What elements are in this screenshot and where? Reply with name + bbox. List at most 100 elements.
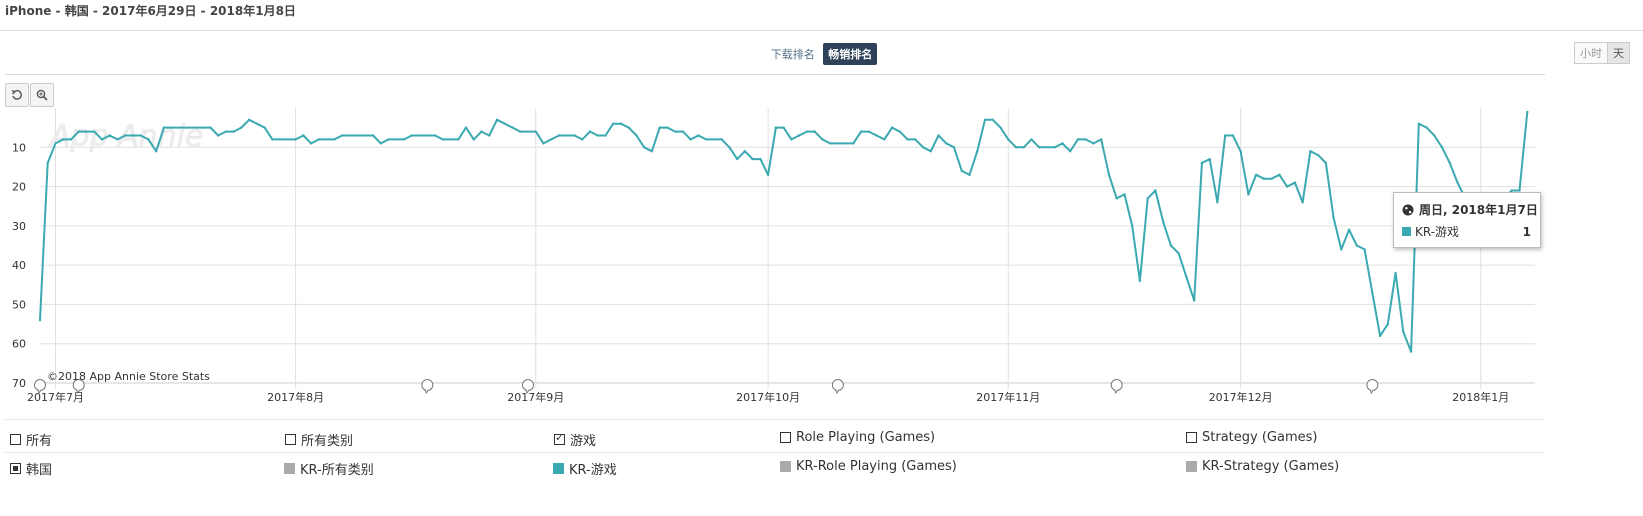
- data-point[interactable]: [1084, 138, 1087, 141]
- data-point[interactable]: [170, 126, 173, 129]
- data-point[interactable]: [976, 150, 979, 153]
- event-marker-icon[interactable]: [522, 379, 535, 395]
- data-point[interactable]: [1216, 201, 1219, 204]
- data-point[interactable]: [797, 134, 801, 137]
- data-point[interactable]: [1076, 138, 1080, 141]
- data-point[interactable]: [1363, 248, 1366, 251]
- data-point[interactable]: [782, 126, 785, 129]
- data-point[interactable]: [1092, 142, 1095, 145]
- checkbox[interactable]: [780, 432, 791, 443]
- legend-item-role-playing[interactable]: Role Playing (Games): [780, 430, 935, 445]
- data-point[interactable]: [697, 134, 700, 137]
- data-point[interactable]: [1386, 322, 1390, 326]
- data-point[interactable]: [542, 142, 545, 145]
- day-button[interactable]: 天: [1608, 42, 1630, 64]
- data-point[interactable]: [54, 142, 57, 145]
- data-point[interactable]: [217, 134, 220, 137]
- data-point[interactable]: [550, 138, 553, 141]
- data-point[interactable]: [867, 130, 870, 133]
- data-point[interactable]: [813, 130, 816, 133]
- data-point[interactable]: [38, 318, 42, 322]
- data-point[interactable]: [929, 150, 932, 153]
- data-point[interactable]: [790, 138, 793, 141]
- data-point[interactable]: [635, 134, 638, 137]
- legend-item-all[interactable]: 所有: [10, 430, 52, 449]
- legend-series-kr-all[interactable]: KR-所有类别: [284, 459, 374, 478]
- data-point[interactable]: [960, 169, 963, 173]
- data-point[interactable]: [1239, 150, 1242, 153]
- data-point[interactable]: [1316, 153, 1320, 157]
- data-point[interactable]: [387, 138, 390, 141]
- data-point[interactable]: [736, 157, 739, 161]
- data-point[interactable]: [488, 134, 491, 137]
- legend-item-games[interactable]: 游戏: [554, 430, 596, 449]
- legend-item-korea[interactable]: 韩国: [10, 459, 52, 478]
- data-point[interactable]: [340, 134, 344, 137]
- data-point[interactable]: [828, 142, 832, 145]
- data-point[interactable]: [650, 150, 654, 153]
- data-point[interactable]: [1247, 193, 1250, 196]
- data-point[interactable]: [743, 150, 747, 153]
- data-point[interactable]: [1162, 220, 1165, 224]
- data-point[interactable]: [983, 118, 987, 122]
- data-point[interactable]: [681, 130, 685, 133]
- data-point[interactable]: [271, 138, 274, 141]
- data-point[interactable]: [116, 138, 119, 141]
- data-point[interactable]: [1200, 161, 1204, 165]
- data-point[interactable]: [1433, 134, 1436, 137]
- event-marker-icon[interactable]: [831, 379, 844, 395]
- data-point[interactable]: [1030, 138, 1033, 141]
- data-point[interactable]: [333, 138, 336, 141]
- data-point[interactable]: [774, 126, 778, 129]
- data-point[interactable]: [859, 130, 863, 133]
- event-marker-icon[interactable]: [34, 379, 46, 395]
- data-point[interactable]: [433, 134, 437, 137]
- data-point[interactable]: [604, 134, 607, 137]
- data-point[interactable]: [495, 118, 499, 122]
- data-point[interactable]: [728, 146, 731, 149]
- checkbox[interactable]: [10, 434, 21, 445]
- data-point[interactable]: [1526, 110, 1529, 114]
- reset-zoom-button[interactable]: [5, 83, 29, 107]
- data-point[interactable]: [1425, 126, 1428, 129]
- data-point[interactable]: [1347, 228, 1351, 231]
- legend-series-kr-strategy[interactable]: KR-Strategy (Games): [1186, 459, 1339, 474]
- data-point[interactable]: [705, 138, 708, 141]
- data-point[interactable]: [1409, 350, 1413, 353]
- data-point[interactable]: [596, 134, 599, 137]
- data-point[interactable]: [852, 142, 855, 145]
- data-point[interactable]: [759, 157, 762, 161]
- data-point[interactable]: [1378, 334, 1382, 338]
- event-marker-icon[interactable]: [72, 379, 85, 395]
- legend-series-kr-games[interactable]: KR-游戏: [553, 459, 617, 478]
- data-point[interactable]: [1138, 279, 1142, 283]
- data-point[interactable]: [224, 130, 228, 133]
- data-point[interactable]: [62, 138, 65, 141]
- data-point[interactable]: [1332, 216, 1335, 220]
- data-point[interactable]: [573, 134, 576, 137]
- data-point[interactable]: [402, 138, 406, 141]
- data-point[interactable]: [278, 138, 282, 141]
- data-point[interactable]: [93, 130, 96, 133]
- legend-item-strategy[interactable]: Strategy (Games): [1186, 430, 1317, 445]
- data-point[interactable]: [1309, 150, 1312, 153]
- data-point[interactable]: [890, 126, 894, 129]
- data-point[interactable]: [1324, 161, 1328, 165]
- data-point[interactable]: [1254, 173, 1258, 176]
- data-point[interactable]: [1022, 146, 1025, 149]
- data-point[interactable]: [1069, 150, 1072, 153]
- data-point[interactable]: [302, 134, 305, 137]
- data-point[interactable]: [658, 126, 661, 129]
- data-point[interactable]: [1285, 185, 1289, 188]
- data-point[interactable]: [1224, 134, 1227, 137]
- data-point[interactable]: [1115, 197, 1118, 200]
- data-point[interactable]: [124, 134, 127, 137]
- data-point[interactable]: [441, 138, 444, 141]
- data-point[interactable]: [914, 138, 917, 141]
- data-point[interactable]: [1301, 201, 1304, 204]
- data-point[interactable]: [1448, 161, 1452, 165]
- legend-item-all-categories[interactable]: 所有类别: [285, 430, 353, 449]
- data-point[interactable]: [209, 126, 212, 129]
- data-point[interactable]: [968, 173, 971, 176]
- data-point[interactable]: [147, 138, 150, 141]
